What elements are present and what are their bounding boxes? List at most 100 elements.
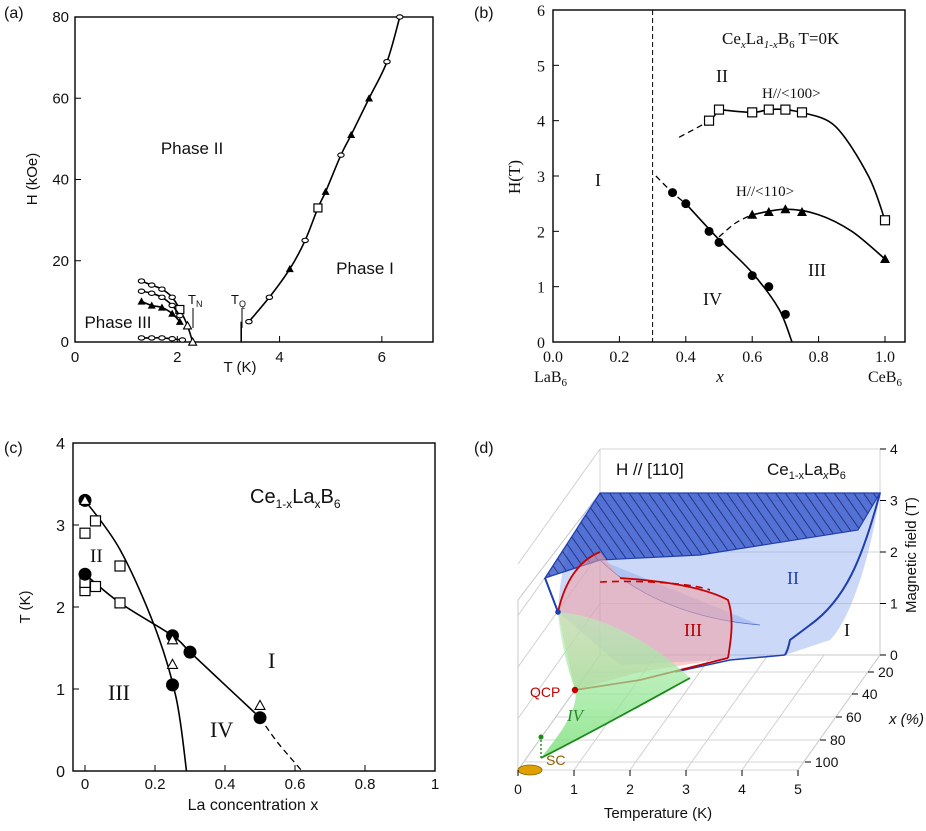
panel-a-point: [137, 278, 146, 284]
panel-b-h100-point: [763, 104, 774, 115]
panel-b-h100-curve: [801, 111, 886, 221]
panel-a-point: [147, 335, 156, 341]
panel-a-frame: [74, 16, 434, 343]
panel-d-sc: SC: [546, 752, 565, 768]
panel-b-h110-curve: [752, 208, 886, 260]
panel-c-iii: III: [108, 680, 130, 705]
panel-b-ii: II: [716, 66, 728, 86]
panel-b-iv: IV: [703, 289, 722, 309]
panel-d-compound: Ce1-xLaxB6: [767, 460, 846, 482]
panel-d: (d) II I II: [474, 440, 924, 822]
panel-c-square-point: [114, 597, 126, 609]
panel-a-point: [337, 152, 345, 158]
panel-a-point: [147, 301, 156, 309]
panel-b-h100-point: [879, 215, 891, 226]
panel-c-dot-point: [78, 567, 92, 581]
qcp-marker: [571, 686, 579, 694]
panel-d-ylabel: x (%): [888, 711, 924, 728]
panel-a-data: [137, 14, 404, 346]
panel-a-point: [168, 335, 176, 342]
panel-c-triangle-point: [79, 494, 91, 505]
panel-b-h110: H//<110>: [736, 184, 794, 200]
panel-d-floor-grid: [797, 654, 881, 771]
panel-c-dot-point: [183, 645, 197, 659]
panel-c-xtick-label: 1: [431, 776, 439, 793]
phase-iii-outer-edge: [619, 577, 733, 659]
panel-d-i: I: [844, 620, 850, 640]
phase-iv-point: [538, 734, 544, 740]
panel-a-phase-ii: Phase II: [161, 139, 223, 158]
phase-ii-edge: [544, 577, 559, 613]
panel-a-xtick-label: 4: [275, 349, 283, 366]
panel-d-xtick-label: 5: [794, 781, 802, 797]
panel-b-ytick-label: 3: [537, 169, 545, 186]
panel-c-ytick-label: 4: [56, 436, 65, 453]
panel-a-phase-iii: Phase III: [84, 313, 151, 332]
panel-a-point: [245, 318, 253, 325]
panel-a-ytick-label: 60: [52, 90, 69, 107]
panel-a-point: [158, 294, 166, 301]
panel-d-iv: IV: [566, 706, 586, 725]
panel-a-ytick-label: 80: [52, 9, 69, 26]
panel-d-floor-grid: [629, 654, 713, 771]
panel-b-h110-point: [747, 209, 758, 219]
panel-d-xtick-label: 3: [682, 781, 690, 797]
panel-b-iii: III: [808, 260, 826, 280]
panel-a-point: [313, 203, 323, 213]
panel-b-i: I: [595, 170, 601, 190]
panel-b-data: [652, 10, 891, 343]
panel-c-title: Ce1-xLaxB6: [250, 486, 341, 511]
panel-c-ylabel: T (K): [17, 590, 34, 623]
panel-b-xtick-label: 0.4: [676, 349, 696, 366]
panel-b: (b) 0.0 0.2 0.4 0.6 0.8 1.0 0 1 2 3 4 5 6 H(T) x LaB…: [474, 3, 906, 389]
panel-a-point: [265, 294, 274, 301]
panel-d-xtick-label: 0: [514, 781, 522, 797]
phase-iv-region: [541, 612, 690, 758]
panel-d-zlabel: Magnetic field (T): [903, 497, 920, 613]
panel-a-point: [175, 317, 184, 325]
panel-c-ytick-label: 0: [56, 764, 65, 781]
panel-a-xtick-label: 0: [71, 349, 79, 366]
panel-d-ztick-label: 4: [890, 441, 898, 457]
panel-d-label: (d): [474, 440, 494, 457]
panel-c-square-point: [114, 560, 126, 572]
panel-a-point: [147, 290, 156, 296]
panel-d-ztick-label: 2: [890, 544, 898, 560]
panel-b-iv-point: [714, 237, 724, 247]
panel-b-h110-point: [763, 206, 774, 216]
panel-a-point: [301, 237, 309, 244]
panel-b-ytick-label: 4: [537, 114, 545, 131]
panel-a-ytick-label: 20: [52, 253, 69, 270]
panel-b-iv-point: [764, 282, 774, 292]
panel-b-h100-point: [747, 107, 758, 118]
panel-d-ytick-label: 20: [878, 664, 894, 680]
panel-b-iv-point: [668, 188, 678, 198]
panel-a-point: [158, 286, 166, 292]
phase-iii-dashed-edge: [599, 580, 711, 591]
panel-b-h100-point: [713, 104, 725, 115]
panel-d-xtick-label: 4: [738, 781, 746, 797]
panel-b-iv-point: [780, 309, 790, 319]
phase-ii-boundary-line: [784, 492, 881, 656]
panel-a-point: [168, 309, 177, 317]
sc-region: [517, 764, 543, 776]
panel-a-point: [137, 288, 146, 294]
panel-c-dashed-boundary: [259, 717, 303, 772]
panel-b-h110-dash: [718, 214, 753, 238]
panel-b-xtick-label: 1.0: [875, 349, 895, 366]
panel-a-xlabel: T (K): [223, 359, 256, 376]
panel-b-h110-point: [797, 206, 807, 216]
panel-b-ytick-label: 2: [537, 224, 545, 241]
phase-iv-floor-edge: [540, 677, 691, 759]
panel-c-xtick-label: 0.4: [215, 776, 236, 793]
panel-c-ii: II: [90, 546, 103, 567]
panel-b-xlabel: x: [715, 367, 724, 386]
panel-a-label: (a): [4, 5, 24, 22]
panel-c-xtick-label: 0.2: [145, 776, 166, 793]
panel-c-data: [78, 493, 303, 772]
panel-a-tq: TQ: [231, 292, 246, 309]
panel-d-xtick-label: 2: [626, 781, 634, 797]
panel-c-iv: IV: [210, 717, 233, 742]
